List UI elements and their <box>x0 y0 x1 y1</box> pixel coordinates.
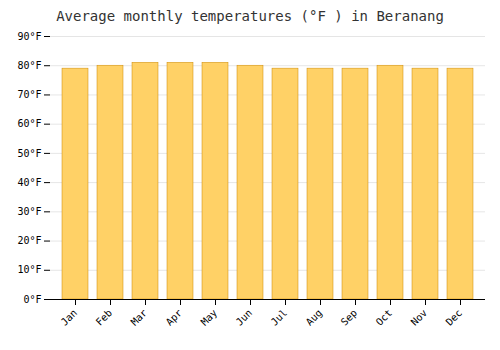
svg-text:90°F: 90°F <box>17 31 41 42</box>
svg-text:Mar: Mar <box>129 307 150 328</box>
svg-text:40°F: 40°F <box>17 177 41 188</box>
svg-text:70°F: 70°F <box>17 89 41 100</box>
html-text:Average monthly temperatures (: Average monthly temperatures (°F ) in Be… <box>56 8 444 24</box>
svg-text:Oct: Oct <box>374 307 395 328</box>
svg-text:Nov: Nov <box>409 307 430 328</box>
svg-text:Jun: Jun <box>234 307 255 328</box>
svg-text:10°F: 10°F <box>17 264 41 275</box>
svg-text:80°F: 80°F <box>17 60 41 71</box>
svg-text:Jan: Jan <box>59 307 80 328</box>
svg-text:60°F: 60°F <box>17 118 41 129</box>
svg-text:30°F: 30°F <box>17 206 41 217</box>
svg-text:0°F: 0°F <box>23 294 41 305</box>
svg-text:Feb: Feb <box>94 307 115 328</box>
svg-text:Aug: Aug <box>304 307 325 328</box>
svg-text:50°F: 50°F <box>17 148 41 159</box>
svg-text:Jul: Jul <box>269 307 290 328</box>
svg-text:Apr: Apr <box>164 307 185 328</box>
svg-text:20°F: 20°F <box>17 235 41 246</box>
svg-text:May: May <box>199 307 220 328</box>
svg-text:Sep: Sep <box>339 307 360 328</box>
svg-text:Dec: Dec <box>444 307 465 328</box>
